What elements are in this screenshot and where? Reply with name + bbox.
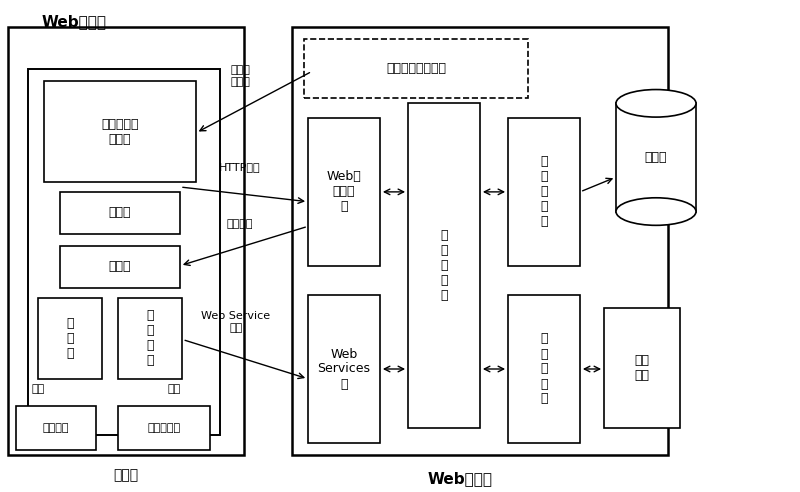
Bar	[28, 69, 220, 435]
Bar	[118, 406, 210, 450]
Text: 底层
网管: 底层 网管	[634, 354, 650, 382]
Ellipse shape	[616, 90, 696, 117]
Text: 富客户端应
用程序: 富客户端应 用程序	[102, 118, 138, 146]
Text: Web数
据服务
层: Web数 据服务 层	[326, 170, 362, 214]
Bar	[508, 118, 580, 266]
Bar	[16, 406, 96, 450]
Text: Web服务器: Web服务器	[427, 471, 493, 486]
Text: 隔
离
存
储: 隔 离 存 储	[146, 309, 154, 367]
Text: 下载到
客户端: 下载到 客户端	[230, 65, 250, 87]
Text: 操作: 操作	[168, 384, 181, 394]
Bar	[308, 118, 380, 266]
Text: 客户端: 客户端	[113, 468, 138, 482]
Text: 实时推送: 实时推送	[226, 219, 254, 229]
Text: 多线程: 多线程	[109, 260, 131, 274]
Bar	[118, 298, 182, 379]
Text: 隔离存储区: 隔离存储区	[148, 423, 181, 433]
Text: Web浏览器: Web浏览器	[41, 15, 106, 30]
Text: 富客户端应用程序: 富客户端应用程序	[386, 62, 446, 75]
Bar	[508, 295, 580, 443]
Text: Web
Services
层: Web Services 层	[318, 347, 370, 391]
Text: HTTP请求: HTTP请求	[219, 162, 261, 172]
Text: 数据库: 数据库	[645, 151, 667, 164]
Bar	[60, 246, 180, 288]
Bar	[292, 27, 668, 455]
Bar	[44, 81, 196, 182]
Bar	[308, 295, 380, 443]
Text: Web Service
调用: Web Service 调用	[202, 311, 270, 333]
Bar	[604, 308, 680, 428]
Text: 本地磁盘: 本地磁盘	[42, 423, 70, 433]
Bar	[616, 103, 696, 212]
Text: 线程池: 线程池	[109, 206, 131, 219]
Text: 业
务
逻
辑
层: 业 务 逻 辑 层	[440, 229, 448, 302]
Bar	[408, 103, 480, 428]
Bar	[38, 298, 102, 379]
Bar	[8, 27, 244, 455]
Text: 内
置
类: 内 置 类	[66, 317, 74, 360]
Ellipse shape	[616, 198, 696, 225]
Bar	[60, 192, 180, 234]
Text: 数
据
访
问
层: 数 据 访 问 层	[540, 155, 548, 228]
Bar	[304, 39, 528, 98]
Text: 操作: 操作	[32, 384, 45, 394]
Text: 系
统
集
成
层: 系 统 集 成 层	[540, 333, 548, 405]
